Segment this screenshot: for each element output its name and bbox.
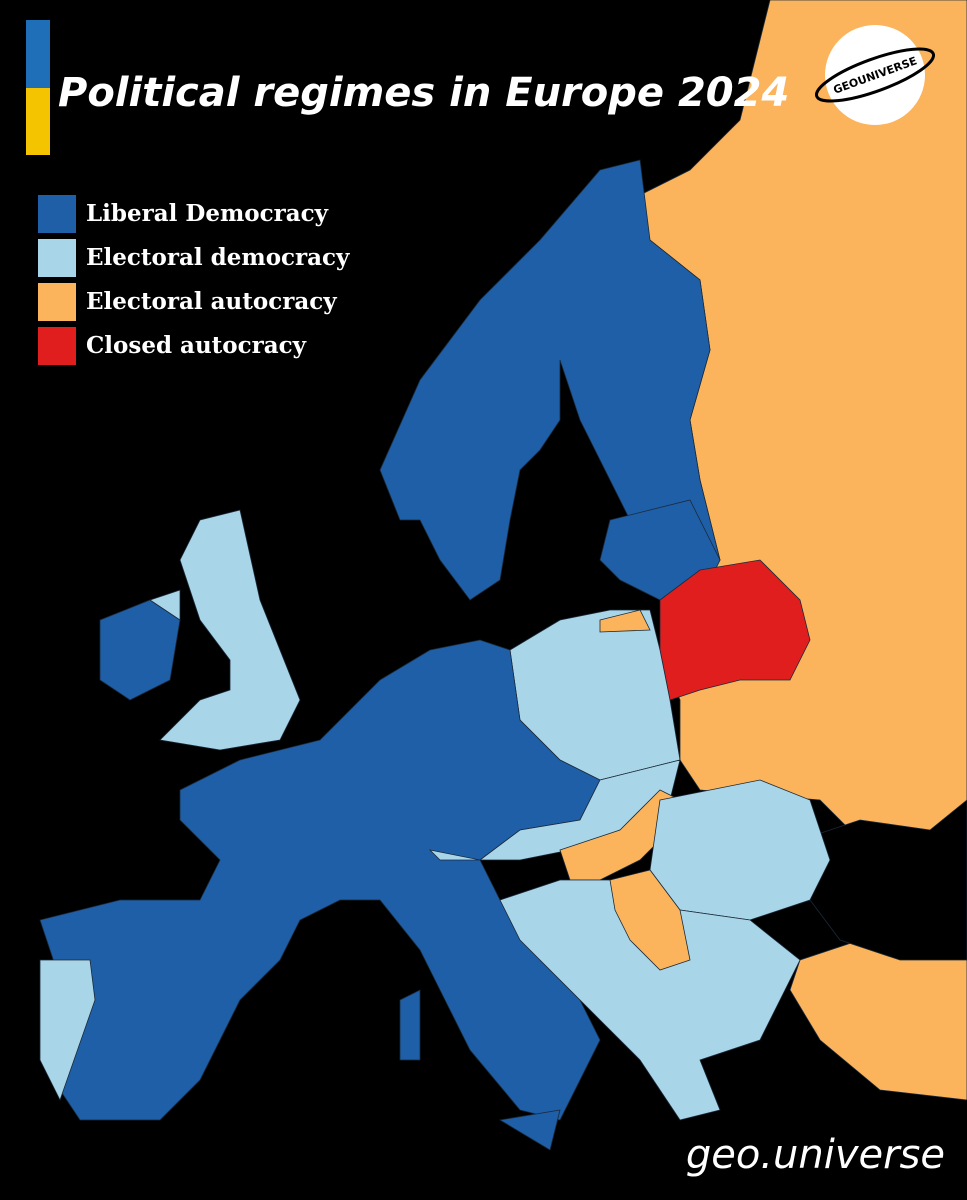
corsica-sardinia [399,989,421,1061]
legend-swatch [38,239,76,277]
legend-label: Electoral democracy [86,244,350,271]
serbia [609,869,691,971]
portugal [39,959,96,1102]
kaliningrad [599,609,651,633]
legend-swatch [38,283,76,321]
logo-ring [814,47,936,103]
legend-label: Closed autocracy [86,332,307,359]
romania-moldova [649,779,831,921]
legend-label: Electoral autocracy [86,288,337,315]
northern-ireland [149,589,181,621]
watermark: geo.universe [686,1132,945,1178]
black-sea [799,799,967,961]
legend-swatch [38,195,76,233]
europe-map [39,0,967,1151]
flag-blue [26,20,50,88]
flag-yellow [26,88,50,155]
legend: Liberal Democracy Electoral democracy Elec… [38,195,350,365]
title: Political regimes in Europe 2024 [58,70,789,116]
legend-swatch [38,327,76,365]
united-kingdom [159,509,301,751]
sicily [498,1109,561,1151]
legend-label: Liberal Democracy [86,200,329,227]
